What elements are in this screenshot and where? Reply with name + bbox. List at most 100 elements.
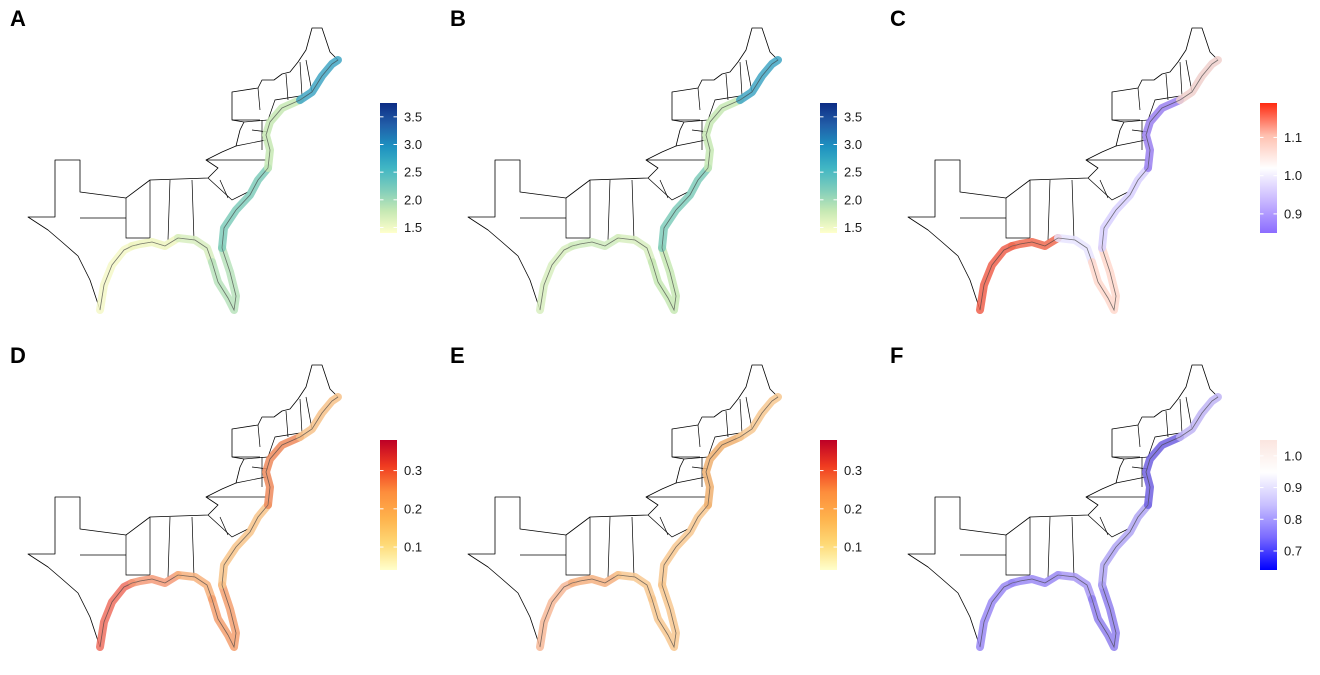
- state-border: [1165, 73, 1169, 101]
- legend-tick-label: 1.5: [844, 220, 862, 235]
- coastline: [539, 396, 779, 649]
- state-border: [675, 476, 707, 484]
- state-border: [219, 516, 229, 536]
- state-border: [285, 73, 289, 101]
- state-border: [267, 432, 301, 458]
- legend-tick-label: 1.0: [1284, 168, 1302, 183]
- coastline: [979, 59, 1219, 312]
- panel-label: C: [890, 6, 906, 31]
- state-border: [697, 424, 701, 448]
- state-border: [739, 61, 743, 97]
- legend-tick-label: 2.0: [404, 192, 422, 207]
- state-border: [1071, 179, 1075, 241]
- state-border: [285, 410, 289, 438]
- panel-label: A: [10, 6, 26, 31]
- legend-tick-label: 3.5: [404, 109, 422, 124]
- state-border: [1165, 410, 1169, 438]
- legend-tick-label: 1.0: [1284, 448, 1302, 463]
- panel-label: F: [890, 343, 904, 368]
- legend-tick-label: 3.0: [404, 137, 422, 152]
- state-border: [1147, 95, 1181, 121]
- state-border: [565, 198, 590, 239]
- legend-tick-label: 0.2: [404, 501, 422, 516]
- legend-tick-label: 0.9: [1284, 480, 1302, 495]
- state-border: [1137, 424, 1141, 448]
- state-border: [683, 456, 709, 460]
- state-border: [167, 179, 171, 241]
- state-border: [647, 177, 689, 201]
- state-border: [299, 61, 303, 97]
- state-border: [725, 73, 729, 101]
- state-border: [631, 179, 635, 241]
- legend-tick-label: 0.3: [404, 463, 422, 478]
- state-border: [1147, 432, 1181, 458]
- state-border: [299, 398, 303, 434]
- state-border: [1123, 119, 1149, 123]
- state-border: [739, 398, 743, 434]
- panel-e: 0.1 0.2 0.3 E: [440, 337, 880, 674]
- state-border: [1099, 516, 1109, 536]
- panel-d: 0.1 0.2 0.3 D: [0, 337, 440, 674]
- state-border: [207, 514, 249, 538]
- panel-c: 0.9 1.0 1.1 C: [880, 0, 1320, 337]
- legend-tick-label: 2.0: [844, 192, 862, 207]
- legend-tick-label: 2.5: [404, 165, 422, 180]
- state-border: [235, 139, 267, 147]
- state-border: [707, 95, 741, 121]
- map-plot: 0.1 0.2 0.3: [27, 364, 422, 651]
- legend-tick-label: 0.2: [844, 501, 862, 516]
- panel-label: D: [10, 343, 26, 368]
- state-border: [243, 119, 269, 123]
- land-outline: [27, 27, 339, 311]
- state-border: [257, 87, 261, 111]
- panel-b: 1.5 2.0 2.5 3.0 3.5 B: [440, 0, 880, 337]
- legend-tick-label: 2.5: [844, 165, 862, 180]
- legend-tick-label: 1.5: [404, 220, 422, 235]
- legend-tick-label: 0.8: [1284, 512, 1302, 527]
- state-border: [235, 476, 267, 484]
- legend-tick-label: 0.7: [1284, 543, 1302, 558]
- land-outline: [27, 364, 339, 648]
- state-border: [219, 179, 229, 199]
- state-border: [1179, 61, 1183, 97]
- state-border: [167, 516, 171, 578]
- state-border: [1137, 87, 1141, 111]
- state-border: [607, 179, 611, 241]
- panel-label: E: [450, 343, 465, 368]
- state-border: [1115, 139, 1147, 147]
- panel-label: B: [450, 6, 466, 31]
- legend-tick-label: 0.1: [844, 540, 862, 555]
- state-border: [1179, 398, 1183, 434]
- coastline: [539, 59, 779, 312]
- state-border: [1047, 516, 1051, 578]
- coastline: [979, 396, 1219, 649]
- state-border: [1123, 456, 1149, 460]
- state-border: [1005, 198, 1030, 239]
- state-border: [707, 432, 741, 458]
- map-plot: 0.7 0.8 0.9 1.0: [907, 364, 1302, 651]
- legend-tick-label: 0.9: [1284, 206, 1302, 221]
- state-border: [1115, 476, 1147, 484]
- state-border: [659, 516, 669, 536]
- state-border: [191, 179, 195, 241]
- state-border: [257, 424, 261, 448]
- legend-tick-label: 0.3: [844, 463, 862, 478]
- legend-colorbar: [380, 103, 397, 233]
- land-outline: [907, 364, 1219, 648]
- state-border: [1047, 179, 1051, 241]
- legend-tick-label: 0.1: [404, 540, 422, 555]
- legend-tick-label: 1.1: [1284, 130, 1302, 145]
- state-border: [697, 87, 701, 111]
- state-border: [1087, 514, 1129, 538]
- state-border: [631, 516, 635, 578]
- panel-a: 1.5 2.0 2.5 3.0 3.5 A: [0, 0, 440, 337]
- state-border: [1099, 179, 1109, 199]
- panel-f: 0.7 0.8 0.9 1.0 F: [880, 337, 1320, 674]
- state-border: [683, 119, 709, 123]
- state-border: [659, 179, 669, 199]
- state-border: [125, 198, 150, 239]
- state-border: [675, 139, 707, 147]
- legend-colorbar: [1260, 440, 1277, 570]
- state-border: [1071, 516, 1075, 578]
- map-plot: 0.1 0.2 0.3: [467, 364, 862, 651]
